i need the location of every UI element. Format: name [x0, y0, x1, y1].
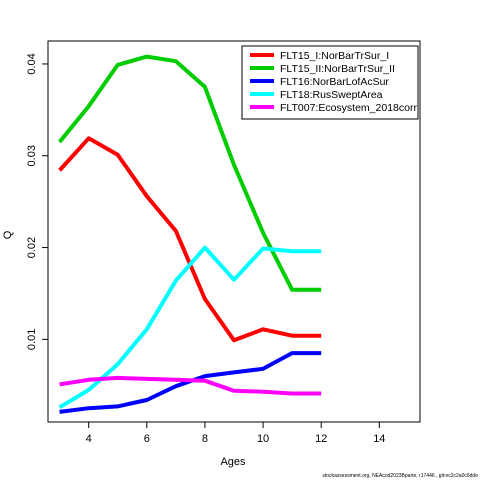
legend-label-4: FLT18:RusSweptArea: [280, 89, 383, 101]
x-tick-label: 12: [315, 433, 327, 445]
x-tick-label: 6: [144, 433, 150, 445]
legend-label-5: FLT007:Ecosystem_2018corr: [280, 102, 417, 114]
y-tick-label: 0.03: [26, 145, 38, 166]
x-tick-label: 14: [373, 433, 385, 445]
legend-label-1: FLT15_I:NorBarTrSur_I: [280, 50, 389, 62]
series-line-5: [59, 375, 322, 396]
legend-label-3: FLT16:NorBarLofAcSur: [280, 76, 389, 88]
x-axis-title: Ages: [220, 456, 246, 468]
x-axis: 4 6 8 10 12 14: [86, 422, 385, 445]
y-axis: 0.01 0.02 0.03 0.04: [26, 53, 48, 350]
series-line-2: [58, 54, 322, 292]
y-axis-title: Q: [2, 230, 14, 239]
series-lines: [58, 54, 322, 414]
x-tick-label: 10: [257, 433, 269, 445]
footer-note: stockassessment.org, NEAcod2023Bparte, r…: [322, 473, 478, 479]
plot-border: [47, 40, 421, 423]
y-tick-label: 0.04: [26, 53, 38, 74]
x-tick-label: 8: [202, 433, 208, 445]
y-tick-label: 0.02: [26, 237, 38, 258]
y-tick-label: 0.01: [26, 329, 38, 350]
legend: FLT15_I:NorBarTrSur_IFLT15_II:NorBarTrSu…: [241, 45, 419, 120]
legend-label-2: FLT15_II:NorBarTrSur_II: [280, 63, 395, 75]
plot-frame: [47, 40, 421, 423]
x-tick-label: 4: [86, 433, 92, 445]
